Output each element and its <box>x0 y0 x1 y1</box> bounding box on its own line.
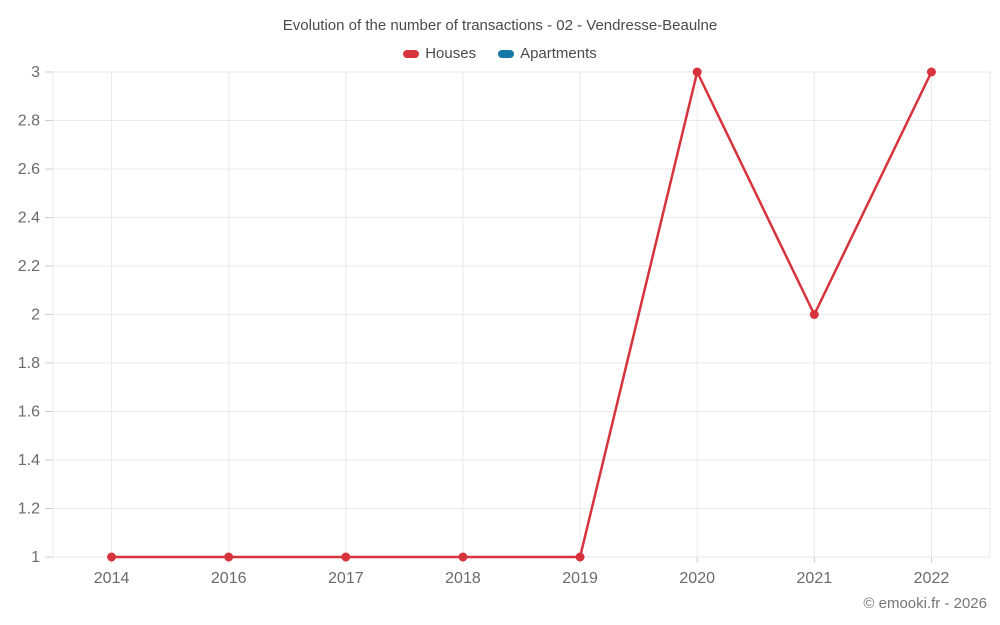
houses-data-point[interactable] <box>926 67 936 77</box>
watermark: © emooki.fr - 2026 <box>863 595 987 612</box>
houses-data-point[interactable] <box>107 552 117 562</box>
houses-data-point[interactable] <box>458 552 468 562</box>
x-axis-label: 2019 <box>562 570 598 587</box>
legend-item-apartments[interactable]: Apartments <box>498 45 597 62</box>
houses-data-point[interactable] <box>809 310 819 319</box>
houses-legend-swatch-icon <box>403 49 420 58</box>
x-axis-label: 2016 <box>211 570 247 587</box>
chart-title: Evolution of the number of transactions … <box>282 17 718 34</box>
y-axis-label: 1 <box>31 549 40 566</box>
x-axis-label: 2020 <box>679 570 715 587</box>
houses-data-point[interactable] <box>692 67 702 77</box>
x-axis-label: 2014 <box>94 570 130 587</box>
houses-data-point[interactable] <box>575 552 585 562</box>
y-axis-label: 2.8 <box>18 113 40 130</box>
x-axis-label: 2017 <box>328 570 364 587</box>
y-axis-label: 2.4 <box>18 210 40 227</box>
legend-item-houses[interactable]: Houses <box>403 45 476 62</box>
houses-line[interactable] <box>111 70 933 559</box>
apartments-legend-swatch-icon <box>498 49 515 58</box>
y-axis-label: 2.2 <box>18 258 40 275</box>
x-axis-label: 2018 <box>445 570 481 587</box>
legend-label-houses: Houses <box>425 45 477 62</box>
houses-data-point[interactable] <box>341 552 351 562</box>
y-axis-label: 2.6 <box>18 161 40 178</box>
y-axis-label: 3 <box>31 64 40 81</box>
y-axis-label: 1.8 <box>18 355 40 372</box>
y-axis-label: 1.4 <box>18 452 40 469</box>
x-axis-label: 2021 <box>797 570 833 587</box>
houses-data-point[interactable] <box>224 552 234 562</box>
y-axis-label: 1.6 <box>18 404 40 421</box>
chart-legend: Houses Apartments <box>0 45 1000 62</box>
x-axis-label: 2022 <box>914 570 950 587</box>
y-axis-label: 2 <box>31 307 40 324</box>
legend-label-apartments: Apartments <box>520 45 597 62</box>
y-axis-label: 1.2 <box>18 501 40 518</box>
